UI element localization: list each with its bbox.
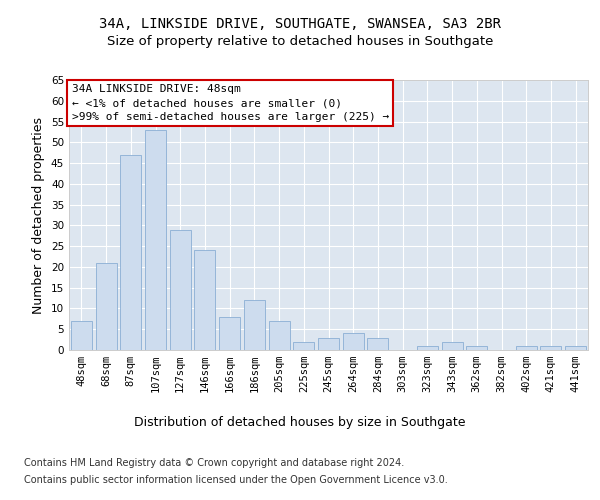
Text: 34A LINKSIDE DRIVE: 48sqm
← <1% of detached houses are smaller (0)
>99% of semi-: 34A LINKSIDE DRIVE: 48sqm ← <1% of detac… bbox=[71, 84, 389, 122]
Bar bbox=[95, 263, 116, 350]
Bar bbox=[120, 155, 141, 350]
Bar bbox=[516, 346, 537, 350]
Text: Contains HM Land Registry data © Crown copyright and database right 2024.: Contains HM Land Registry data © Crown c… bbox=[24, 458, 404, 468]
Bar bbox=[442, 342, 463, 350]
Bar bbox=[367, 338, 388, 350]
Bar bbox=[219, 317, 240, 350]
Bar bbox=[318, 338, 339, 350]
Bar bbox=[293, 342, 314, 350]
Bar bbox=[565, 346, 586, 350]
Bar bbox=[417, 346, 438, 350]
Y-axis label: Number of detached properties: Number of detached properties bbox=[32, 116, 46, 314]
Text: Size of property relative to detached houses in Southgate: Size of property relative to detached ho… bbox=[107, 35, 493, 48]
Bar bbox=[269, 321, 290, 350]
Bar bbox=[145, 130, 166, 350]
Text: Contains public sector information licensed under the Open Government Licence v3: Contains public sector information licen… bbox=[24, 475, 448, 485]
Bar bbox=[541, 346, 562, 350]
Text: Distribution of detached houses by size in Southgate: Distribution of detached houses by size … bbox=[134, 416, 466, 429]
Bar bbox=[343, 334, 364, 350]
Text: 34A, LINKSIDE DRIVE, SOUTHGATE, SWANSEA, SA3 2BR: 34A, LINKSIDE DRIVE, SOUTHGATE, SWANSEA,… bbox=[99, 18, 501, 32]
Bar bbox=[466, 346, 487, 350]
Bar bbox=[194, 250, 215, 350]
Bar bbox=[170, 230, 191, 350]
Bar bbox=[244, 300, 265, 350]
Bar bbox=[71, 321, 92, 350]
